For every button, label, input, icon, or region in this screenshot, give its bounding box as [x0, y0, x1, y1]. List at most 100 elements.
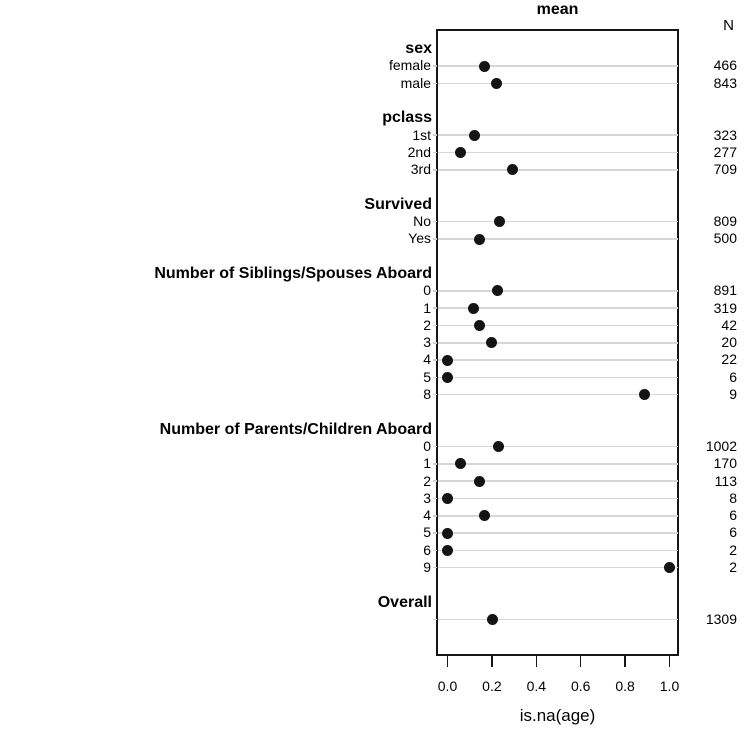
data-dot	[507, 164, 519, 176]
axis-tick-stub	[432, 463, 437, 465]
group-header: Survived	[364, 195, 432, 213]
level-label: 2	[423, 316, 431, 333]
data-dot	[486, 337, 498, 349]
grid-line	[437, 151, 678, 154]
grid-line	[437, 463, 678, 465]
plot-box	[436, 29, 679, 656]
axis-tick-stub	[432, 342, 437, 344]
n-value: 20	[721, 334, 737, 351]
level-label: 3	[423, 334, 431, 351]
axis-tick-stub	[432, 290, 437, 292]
level-label: 4	[423, 351, 431, 368]
data-dot	[468, 129, 480, 141]
level-label: Yes	[408, 230, 431, 247]
grid-line	[437, 82, 678, 85]
n-value: 277	[713, 143, 737, 160]
n-value: 709	[713, 161, 737, 178]
n-value: 1002	[705, 437, 737, 454]
n-value: 1309	[705, 610, 737, 627]
grid-line	[437, 566, 678, 569]
axis-tick-stub	[432, 82, 437, 85]
grid-line	[437, 480, 678, 482]
level-label: 1	[423, 455, 431, 472]
level-label: 5	[423, 524, 431, 541]
n-value: 8	[729, 489, 737, 506]
axis-tick-stub	[432, 515, 437, 517]
data-dot	[639, 389, 651, 401]
data-dot	[473, 475, 485, 487]
n-value: 170	[713, 455, 737, 472]
grid-line	[437, 549, 678, 552]
level-label: 1st	[412, 126, 431, 143]
axis-tick-stub	[432, 445, 437, 448]
grid-line	[437, 290, 678, 292]
data-dot	[664, 562, 675, 574]
x-tick	[535, 655, 538, 667]
n-value: 22	[721, 351, 737, 368]
axis-tick-stub	[432, 151, 437, 154]
level-label: 1	[423, 299, 431, 316]
data-dot	[492, 285, 504, 297]
axis-tick-stub	[432, 220, 437, 223]
n-value: 466	[713, 57, 737, 74]
n-value: 319	[713, 299, 737, 316]
n-column-header: N	[723, 17, 734, 34]
data-dot	[454, 147, 466, 158]
n-value: 891	[713, 282, 737, 299]
axis-tick-stub	[432, 324, 437, 327]
n-value: 42	[721, 316, 737, 333]
axis-tick-stub	[432, 393, 437, 396]
axis-tick-stub	[432, 307, 437, 309]
axis-tick-stub	[432, 238, 437, 240]
data-dot	[490, 77, 502, 89]
x-axis-title: is.na(age)	[519, 706, 596, 725]
x-tick	[624, 655, 626, 667]
group-header: pclass	[382, 109, 432, 127]
grid-line	[437, 65, 678, 67]
level-label: 2	[423, 472, 431, 489]
grid-line	[437, 618, 678, 621]
grid-line	[437, 342, 678, 344]
data-dot	[474, 233, 486, 245]
grid-line	[437, 393, 678, 396]
level-label: 3rd	[410, 161, 431, 178]
data-dot	[473, 320, 485, 331]
axis-tick-stub	[432, 480, 437, 482]
grid-line	[437, 307, 678, 309]
group-header: Number of Siblings/Spouses Aboard	[154, 264, 432, 282]
grid-line	[437, 445, 678, 448]
x-tick-label: 0.8	[615, 678, 635, 694]
x-tick-label: 1.0	[659, 678, 680, 694]
grid-line	[437, 497, 678, 500]
n-value: 843	[713, 74, 737, 91]
level-label: 0	[423, 437, 431, 454]
n-value: 9	[729, 386, 737, 403]
level-label: female	[388, 57, 431, 74]
level-label: 6	[423, 541, 431, 558]
n-value: 2	[729, 541, 737, 558]
plot-title: mean	[536, 1, 579, 18]
x-tick-label: 0.2	[482, 678, 502, 694]
n-value: 2	[729, 559, 737, 576]
level-label: 0	[423, 282, 431, 299]
n-value: 809	[713, 213, 737, 230]
x-tick	[491, 655, 493, 667]
axis-tick-stub	[432, 549, 437, 552]
axis-tick-stub	[432, 532, 437, 534]
axis-tick-stub	[432, 497, 437, 500]
n-value: 6	[729, 368, 737, 385]
grid-line	[437, 238, 678, 240]
data-dot	[467, 302, 479, 314]
n-value: 6	[729, 524, 737, 541]
level-label: 9	[423, 559, 431, 576]
data-dot	[442, 527, 453, 539]
n-value: 323	[713, 126, 737, 143]
level-label: 2nd	[407, 143, 431, 160]
x-tick-label: 0.6	[570, 678, 591, 694]
axis-tick-stub	[432, 359, 437, 361]
axis-tick-stub	[432, 376, 437, 379]
grid-line	[437, 359, 678, 361]
grid-line	[437, 324, 678, 327]
group-header: Number of Parents/Children Aboard	[159, 420, 432, 438]
data-dot	[492, 441, 504, 453]
